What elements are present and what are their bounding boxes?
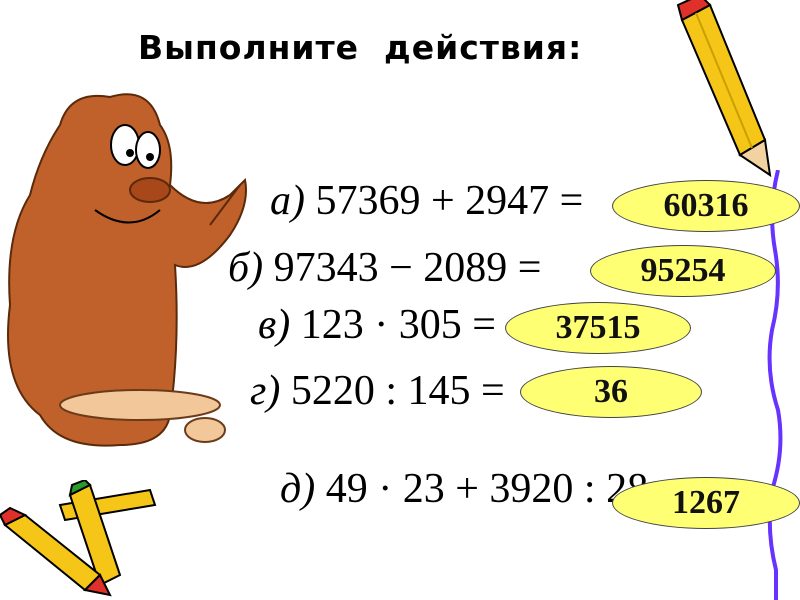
crayons-illustration — [0, 480, 157, 597]
exercise-label: б) — [228, 245, 264, 291]
exercise-a: а) 57369 + 2947 = — [270, 180, 583, 222]
cartoon-creature-illustration — [7, 93, 247, 447]
answer-oval: 37515 — [505, 302, 691, 354]
exercise-label: г) — [250, 368, 281, 414]
decorative-wavy-line — [767, 170, 783, 600]
exercise-label: д) — [280, 466, 316, 512]
slide-title: Выполните действия: — [138, 28, 583, 67]
answer-oval: 95254 — [590, 245, 776, 297]
pencil-illustration — [676, 0, 772, 178]
answer-oval: 36 — [520, 366, 702, 418]
answer-oval: 60316 — [612, 180, 800, 232]
answer-oval: 1267 — [612, 477, 800, 529]
exercise-expression: 57369 + 2947 = — [315, 178, 584, 224]
exercise-g: г) 5220 : 145 = — [250, 370, 505, 412]
exercise-expression: 123 · 305 = — [300, 302, 496, 348]
exercise-label: а) — [270, 178, 305, 224]
exercise-v: в) 123 · 305 = — [258, 304, 496, 346]
exercise-b: б) 97343 − 2089 = — [228, 247, 541, 289]
exercise-expression: 5220 : 145 = — [290, 368, 505, 414]
exercise-expression: 97343 − 2089 = — [273, 245, 542, 291]
exercise-label: в) — [258, 302, 291, 348]
